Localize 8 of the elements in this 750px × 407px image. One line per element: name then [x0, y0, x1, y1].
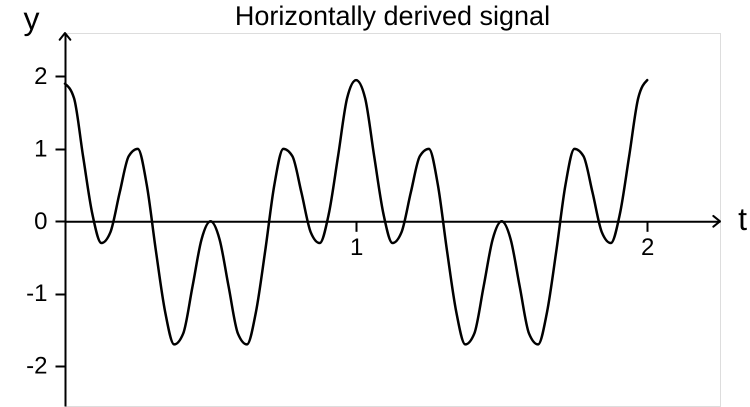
- y-tick-label: 2: [34, 62, 48, 90]
- y-tick-label: -2: [26, 352, 48, 380]
- y-tick-label: 1: [34, 135, 48, 162]
- chart-title: Horizontally derived signal: [234, 1, 550, 31]
- y-tick-label: 0: [34, 208, 48, 235]
- x-axis-title: t: [738, 200, 748, 237]
- y-axis-title: y: [24, 0, 40, 36]
- y-tick-label: -1: [26, 280, 48, 308]
